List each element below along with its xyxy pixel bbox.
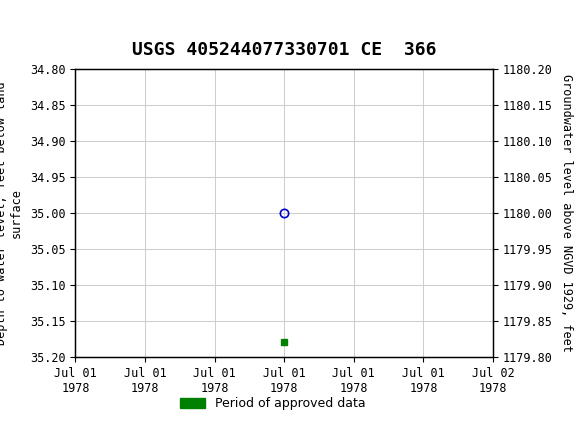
- Legend: Period of approved data: Period of approved data: [175, 392, 371, 415]
- Y-axis label: Groundwater level above NGVD 1929, feet: Groundwater level above NGVD 1929, feet: [560, 74, 572, 352]
- Title: USGS 405244077330701 CE  366: USGS 405244077330701 CE 366: [132, 41, 437, 59]
- Y-axis label: Depth to water level, feet below land
surface: Depth to water level, feet below land su…: [0, 81, 23, 345]
- Text: █USGS: █USGS: [6, 11, 81, 30]
